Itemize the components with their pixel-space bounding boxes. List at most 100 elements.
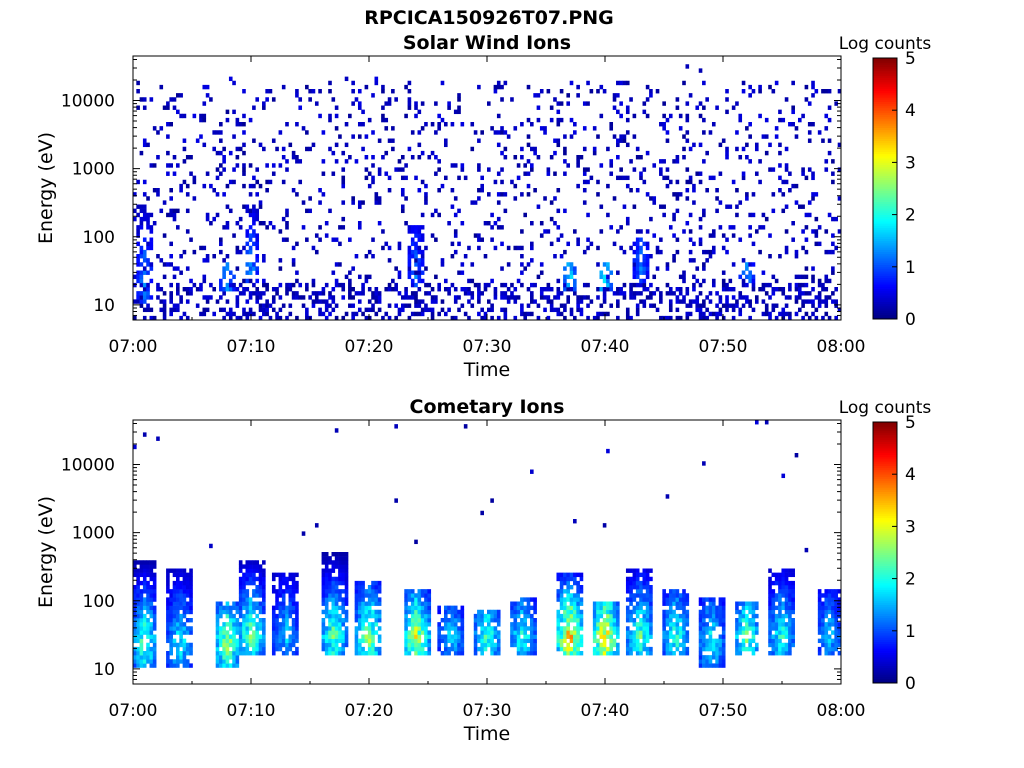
heatmap-cell [612,609,617,615]
heatmap-cell [295,89,299,94]
heatmap-cell [662,113,666,119]
heatmap-cell [705,626,709,631]
heatmap-cell [387,175,392,181]
colorbar-segment [873,290,897,294]
heatmap-cell [530,146,534,152]
heatmap-cell [705,295,709,300]
heatmap-cell [219,613,223,619]
heatmap-cell [245,589,250,594]
heatmap-cell [473,622,478,627]
heatmap-cell [612,605,617,611]
heatmap-cell [692,258,696,263]
heatmap-cell [596,601,600,606]
heatmap-cell [801,204,805,209]
heatmap-cell [599,613,604,619]
heatmap-cell [682,642,686,648]
heatmap-cell [341,609,346,615]
heatmap-cell [371,622,375,627]
heatmap-cell [549,241,554,247]
heatmap-cell [698,307,703,313]
heatmap-cell [182,179,187,185]
heatmap-cell [133,208,137,214]
heatmap-cell [364,134,369,139]
heatmap-cell [281,572,286,578]
heatmap-cell [738,113,743,119]
heatmap-cell [625,626,630,631]
heatmap-cell [675,638,680,644]
heatmap-cell [639,585,643,590]
heatmap-cell [351,303,355,308]
heatmap-cell [566,299,571,304]
heatmap-cell [176,626,180,631]
heatmap-cell [642,622,647,627]
heatmap-cell [563,651,567,656]
heatmap-cell [357,101,362,106]
heatmap-cell [258,642,263,648]
heatmap-cell [212,311,217,317]
heatmap-cell [354,634,359,639]
heatmap-cell [715,105,719,110]
heatmap-cell [702,618,706,623]
heatmap-cell [510,638,514,644]
heatmap-cell [232,287,236,292]
heatmap-cell [745,142,749,148]
heatmap-cell [741,642,746,648]
heatmap-cell [149,560,154,565]
heatmap-cell [539,221,544,226]
heatmap-cell [367,638,372,644]
heatmap-cell [672,651,676,656]
y-tick-label: 10 [93,296,115,316]
heatmap-cell [258,183,263,189]
heatmap-cell [685,609,690,615]
heatmap-cell [338,572,342,578]
plot-frame [132,55,842,321]
heatmap-cell [754,142,759,148]
heatmap-cell [629,589,633,594]
heatmap-cell [725,97,729,102]
heatmap-cell [781,585,786,590]
heatmap-cell [238,609,243,615]
heatmap-cell [821,89,825,94]
heatmap-cell [275,634,279,639]
heatmap-cell [573,630,577,635]
heatmap-cell [156,295,160,300]
heatmap-cell [579,613,584,619]
heatmap-cell [480,188,484,193]
heatmap-cell [443,622,448,627]
heatmap-cell [556,609,561,615]
heatmap-cell [612,93,617,98]
colorbar-segment [873,428,897,432]
heatmap-cell [695,278,700,284]
heatmap-cell [609,287,614,292]
heatmap-cell [530,311,534,317]
colorbar-segment [873,303,897,307]
heatmap-cell [483,315,488,321]
heatmap-cell [811,84,815,90]
heatmap-cell [457,270,461,275]
heatmap-cell [271,609,276,615]
heatmap-cell [443,609,448,615]
heatmap-cell [801,291,805,296]
heatmap-cell [453,233,458,238]
heatmap-cell [410,282,415,288]
heatmap-cell [248,295,253,300]
heatmap-cell [596,315,600,321]
heatmap-cell [612,630,617,635]
heatmap-cell [255,299,260,304]
colorbar-segment [873,171,897,174]
heatmap-cell [563,572,567,578]
heatmap-cell [675,196,680,201]
heatmap-cell [139,270,144,275]
colorbar-segment [873,262,897,266]
heatmap-cell [592,126,597,131]
heatmap-cell [189,589,193,594]
heatmap-cell [702,622,706,627]
heatmap-cell [377,291,382,296]
heatmap-cell [321,568,326,573]
heatmap-cell [635,155,640,160]
heatmap-cell [354,254,359,259]
colorbar-segment [873,279,897,283]
heatmap-cell [526,638,531,644]
heatmap-cell [397,270,402,275]
heatmap-cell [811,303,815,308]
